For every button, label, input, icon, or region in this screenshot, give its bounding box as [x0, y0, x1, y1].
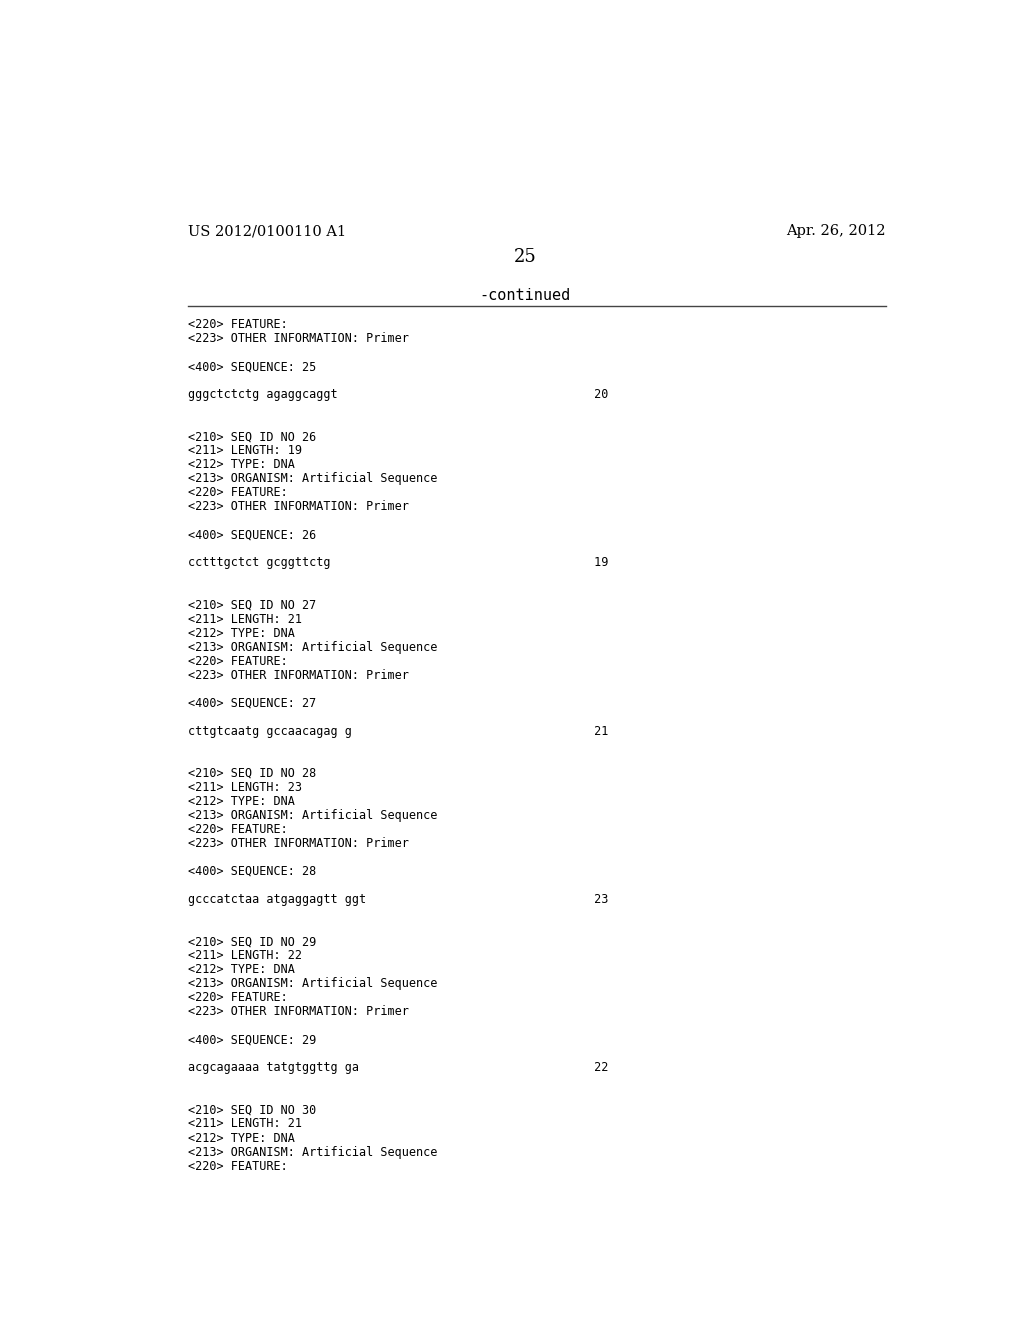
- Text: <220> FEATURE:: <220> FEATURE:: [187, 655, 288, 668]
- Text: acgcagaaaa tatgtggttg ga                                 22: acgcagaaaa tatgtggttg ga 22: [187, 1061, 608, 1074]
- Text: <213> ORGANISM: Artificial Sequence: <213> ORGANISM: Artificial Sequence: [187, 809, 437, 822]
- Text: US 2012/0100110 A1: US 2012/0100110 A1: [187, 224, 346, 239]
- Text: <212> TYPE: DNA: <212> TYPE: DNA: [187, 795, 294, 808]
- Text: <400> SEQUENCE: 27: <400> SEQUENCE: 27: [187, 697, 315, 710]
- Text: <212> TYPE: DNA: <212> TYPE: DNA: [187, 964, 294, 977]
- Text: <400> SEQUENCE: 29: <400> SEQUENCE: 29: [187, 1034, 315, 1047]
- Text: <211> LENGTH: 21: <211> LENGTH: 21: [187, 1118, 301, 1130]
- Text: <400> SEQUENCE: 28: <400> SEQUENCE: 28: [187, 865, 315, 878]
- Text: <211> LENGTH: 22: <211> LENGTH: 22: [187, 949, 301, 962]
- Text: Apr. 26, 2012: Apr. 26, 2012: [786, 224, 886, 239]
- Text: <220> FEATURE:: <220> FEATURE:: [187, 486, 288, 499]
- Text: <400> SEQUENCE: 26: <400> SEQUENCE: 26: [187, 528, 315, 541]
- Text: <212> TYPE: DNA: <212> TYPE: DNA: [187, 1131, 294, 1144]
- Text: <223> OTHER INFORMATION: Primer: <223> OTHER INFORMATION: Primer: [187, 837, 409, 850]
- Text: <220> FEATURE:: <220> FEATURE:: [187, 1159, 288, 1172]
- Text: <400> SEQUENCE: 25: <400> SEQUENCE: 25: [187, 360, 315, 374]
- Text: gggctctctg agaggcaggt                                    20: gggctctctg agaggcaggt 20: [187, 388, 608, 401]
- Text: 25: 25: [513, 248, 537, 265]
- Text: <211> LENGTH: 19: <211> LENGTH: 19: [187, 445, 301, 457]
- Text: <223> OTHER INFORMATION: Primer: <223> OTHER INFORMATION: Primer: [187, 500, 409, 513]
- Text: <212> TYPE: DNA: <212> TYPE: DNA: [187, 627, 294, 640]
- Text: <213> ORGANISM: Artificial Sequence: <213> ORGANISM: Artificial Sequence: [187, 977, 437, 990]
- Text: <213> ORGANISM: Artificial Sequence: <213> ORGANISM: Artificial Sequence: [187, 640, 437, 653]
- Text: <223> OTHER INFORMATION: Primer: <223> OTHER INFORMATION: Primer: [187, 333, 409, 345]
- Text: <220> FEATURE:: <220> FEATURE:: [187, 991, 288, 1005]
- Text: cttgtcaatg gccaacagag g                                  21: cttgtcaatg gccaacagag g 21: [187, 725, 608, 738]
- Text: cctttgctct gcggttctg                                     19: cctttgctct gcggttctg 19: [187, 557, 608, 569]
- Text: gcccatctaa atgaggagtt ggt                                23: gcccatctaa atgaggagtt ggt 23: [187, 894, 608, 906]
- Text: <220> FEATURE:: <220> FEATURE:: [187, 318, 288, 331]
- Text: <213> ORGANISM: Artificial Sequence: <213> ORGANISM: Artificial Sequence: [187, 1146, 437, 1159]
- Text: -continued: -continued: [479, 289, 570, 304]
- Text: <213> ORGANISM: Artificial Sequence: <213> ORGANISM: Artificial Sequence: [187, 473, 437, 486]
- Text: <223> OTHER INFORMATION: Primer: <223> OTHER INFORMATION: Primer: [187, 669, 409, 681]
- Text: <223> OTHER INFORMATION: Primer: <223> OTHER INFORMATION: Primer: [187, 1006, 409, 1018]
- Text: <210> SEQ ID NO 30: <210> SEQ ID NO 30: [187, 1104, 315, 1117]
- Text: <210> SEQ ID NO 27: <210> SEQ ID NO 27: [187, 598, 315, 611]
- Text: <211> LENGTH: 23: <211> LENGTH: 23: [187, 781, 301, 793]
- Text: <210> SEQ ID NO 28: <210> SEQ ID NO 28: [187, 767, 315, 780]
- Text: <211> LENGTH: 21: <211> LENGTH: 21: [187, 612, 301, 626]
- Text: <210> SEQ ID NO 26: <210> SEQ ID NO 26: [187, 430, 315, 444]
- Text: <210> SEQ ID NO 29: <210> SEQ ID NO 29: [187, 935, 315, 948]
- Text: <220> FEATURE:: <220> FEATURE:: [187, 822, 288, 836]
- Text: <212> TYPE: DNA: <212> TYPE: DNA: [187, 458, 294, 471]
